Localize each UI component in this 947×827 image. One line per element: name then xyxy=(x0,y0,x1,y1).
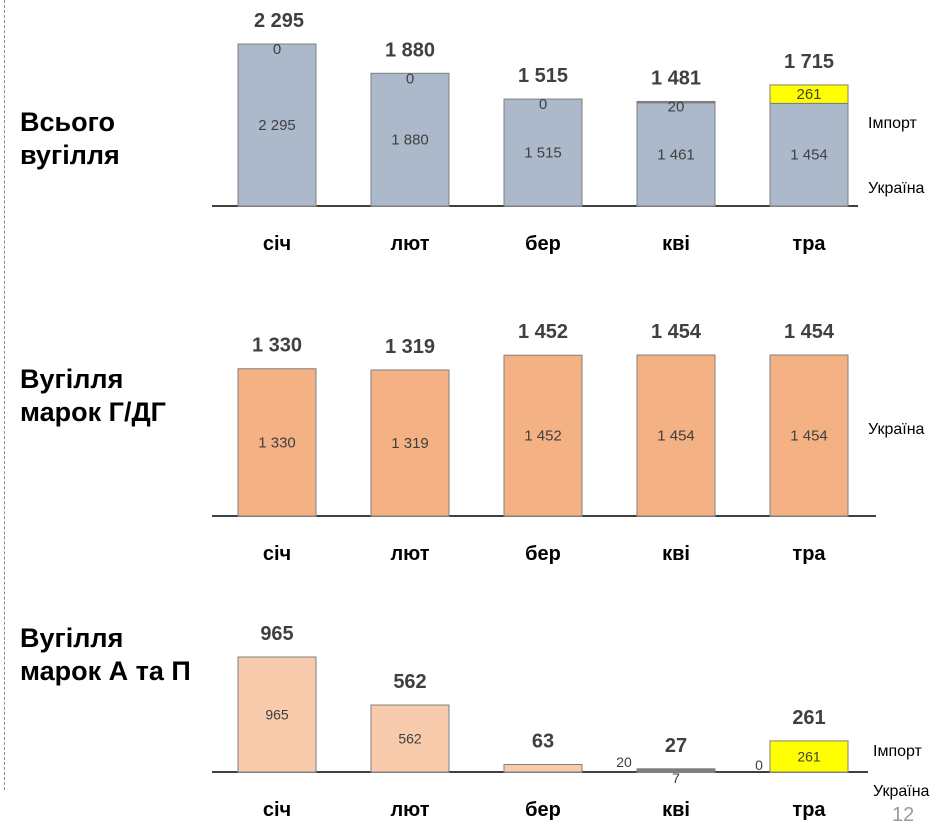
gdg-category-label-4: тра xyxy=(792,543,826,565)
total-legend-ukraine: Україна xyxy=(868,180,925,197)
ap-legend-ukraine: Україна xyxy=(873,783,930,800)
ap-bar-import-3 xyxy=(636,768,716,772)
gdg-label-ukraine-0: 1 330 xyxy=(258,434,296,451)
gdg-total-label-2: 1 452 xyxy=(518,321,568,343)
total-label-import-1: 0 xyxy=(406,70,414,87)
ap-label-ukraine-1: 562 xyxy=(398,731,422,747)
total-label-import-0: 0 xyxy=(273,41,281,58)
ap-label-import-4: 261 xyxy=(797,748,821,764)
ap-category-label-2: бер xyxy=(525,799,561,821)
section-title-total-coal: Всього вугілля xyxy=(20,107,120,170)
total-category-label-3: кві xyxy=(662,233,690,255)
section-title-ap-coal: Вугілля марок А та П xyxy=(20,623,191,686)
ap-bar-ukraine-0 xyxy=(237,656,317,773)
gdg-total-label-3: 1 454 xyxy=(651,321,702,343)
total-total-label-0: 2 295 xyxy=(254,10,304,32)
total-category-label-4: тра xyxy=(792,233,826,255)
total-total-label-3: 1 481 xyxy=(651,67,701,89)
gdg-bar-ukraine-2 xyxy=(503,354,583,517)
total-bar-ukraine-3 xyxy=(636,102,716,207)
ap-label-import-3: 20 xyxy=(616,754,632,770)
ap-category-label-3: кві xyxy=(662,799,690,821)
section-title-gdg-coal: Вугілля марок Г/ДГ xyxy=(20,364,166,427)
total-label-ukraine-2: 1 515 xyxy=(524,145,562,162)
total-label-ukraine-0: 2 295 xyxy=(258,117,296,134)
page-number: 12 xyxy=(892,804,915,826)
gdg-label-ukraine-3: 1 454 xyxy=(657,428,695,445)
total-category-label-1: лют xyxy=(390,233,429,255)
total-total-label-4: 1 715 xyxy=(784,51,834,73)
total-total-label-2: 1 515 xyxy=(518,65,568,87)
ap-total-label-2: 63 xyxy=(532,730,554,752)
total-label-ukraine-4: 1 454 xyxy=(790,147,828,164)
ap-legend-import: Імпорт xyxy=(873,743,923,760)
ap-category-label-1: лют xyxy=(390,799,429,821)
ap-category-label-0: січ xyxy=(263,799,291,821)
ap-total-label-3: 27 xyxy=(665,735,687,757)
ap-total-label-1: 562 xyxy=(393,671,426,693)
gdg-total-label-1: 1 319 xyxy=(385,336,435,358)
gdg-label-ukraine-1: 1 319 xyxy=(391,435,429,452)
total-bar-ukraine-1 xyxy=(370,72,450,207)
ap-label-ukraine-4: 0 xyxy=(755,757,763,773)
total-label-import-3: 20 xyxy=(668,98,685,115)
gdg-bar-ukraine-1 xyxy=(370,369,450,517)
gdg-category-label-0: січ xyxy=(263,543,291,565)
ap-total-label-4: 261 xyxy=(792,707,825,729)
gdg-label-ukraine-2: 1 452 xyxy=(524,428,562,445)
gdg-category-label-2: бер xyxy=(525,543,561,565)
ap-label-ukraine-0: 965 xyxy=(265,707,289,723)
gdg-category-label-1: лют xyxy=(390,543,429,565)
gdg-bar-ukraine-3 xyxy=(636,354,716,517)
total-label-import-4: 261 xyxy=(796,86,821,103)
total-bar-import-3 xyxy=(636,100,716,104)
total-category-label-2: бер xyxy=(525,233,561,255)
ap-bar-import-4 xyxy=(769,740,849,773)
gdg-total-label-4: 1 454 xyxy=(784,321,835,343)
ap-bar-ukraine-2 xyxy=(503,763,583,773)
gdg-bar-ukraine-4 xyxy=(769,354,849,517)
total-label-ukraine-3: 1 461 xyxy=(657,146,695,163)
gdg-legend-ukraine: Україна xyxy=(868,421,925,438)
total-label-ukraine-1: 1 880 xyxy=(391,132,429,149)
gdg-bar-ukraine-0 xyxy=(237,368,317,517)
total-label-import-2: 0 xyxy=(539,96,547,113)
gdg-total-label-0: 1 330 xyxy=(252,335,302,357)
total-category-label-0: січ xyxy=(263,233,291,255)
ap-bar-ukraine-1 xyxy=(370,704,450,773)
left-dashed-border xyxy=(4,0,5,790)
total-bar-ukraine-0 xyxy=(237,43,317,207)
ap-category-label-4: тра xyxy=(792,799,826,821)
ap-label-ukraine-3: 7 xyxy=(672,770,680,786)
total-total-label-1: 1 880 xyxy=(385,39,435,61)
gdg-category-label-3: кві xyxy=(662,543,690,565)
total-bar-ukraine-2 xyxy=(503,98,583,207)
total-bar-ukraine-4 xyxy=(769,102,849,207)
total-legend-import: Імпорт xyxy=(868,115,918,132)
ap-total-label-0: 965 xyxy=(260,623,293,645)
gdg-label-ukraine-4: 1 454 xyxy=(790,428,828,445)
total-bar-import-4 xyxy=(769,84,849,104)
